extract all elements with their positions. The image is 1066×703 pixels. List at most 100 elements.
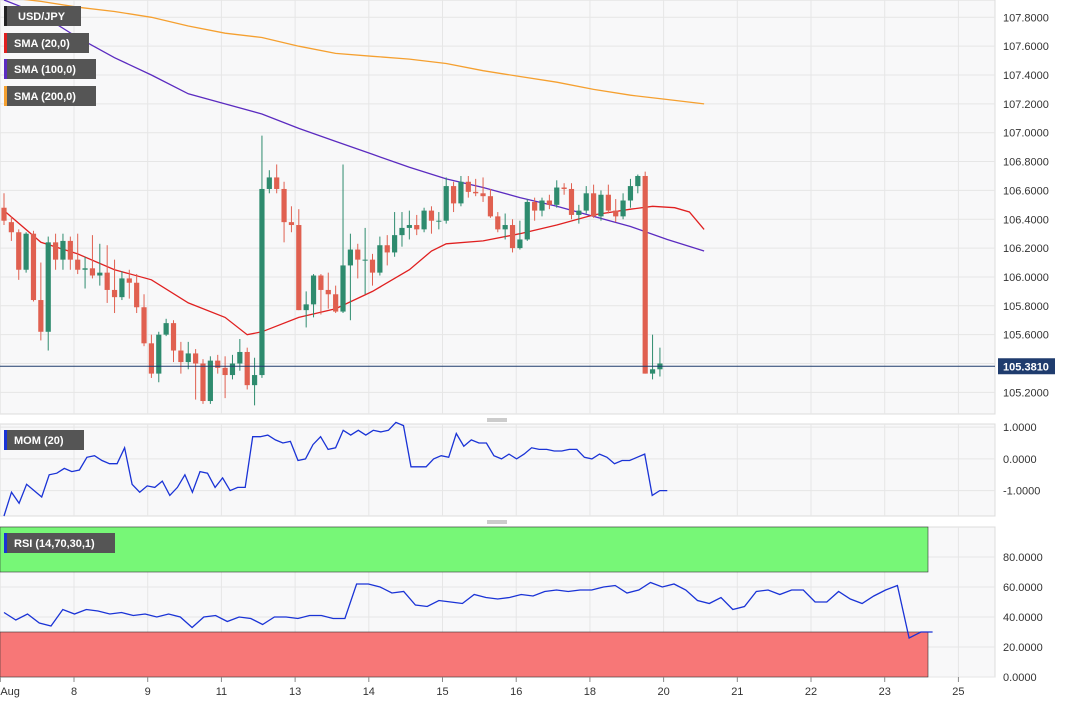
candle-body bbox=[148, 343, 154, 374]
legend-sma200[interactable]: SMA (200,0) bbox=[4, 86, 96, 106]
candle bbox=[318, 274, 324, 315]
candle-body bbox=[178, 350, 184, 363]
candle bbox=[325, 272, 331, 309]
candle-body bbox=[458, 181, 464, 204]
candle bbox=[436, 212, 442, 230]
mom-series bbox=[3, 421, 668, 517]
candle bbox=[340, 164, 346, 314]
candle-body bbox=[495, 216, 501, 230]
candle-body bbox=[215, 360, 221, 368]
candle bbox=[369, 253, 376, 286]
x-tick-label: 21 bbox=[731, 686, 743, 698]
legend-sma20-label: SMA (20,0) bbox=[14, 38, 70, 50]
legend-rsi[interactable]: RSI (14,70,30,1) bbox=[4, 533, 115, 553]
candle bbox=[532, 197, 538, 221]
price-tick-label: 107.4000 bbox=[1003, 70, 1049, 82]
candle-body bbox=[509, 225, 516, 249]
candle bbox=[274, 164, 280, 194]
x-tick-label: 13 bbox=[289, 686, 301, 698]
legend-mom[interactable]: MOM (20) bbox=[4, 430, 84, 450]
candle-body bbox=[318, 275, 324, 290]
candle-body bbox=[111, 289, 118, 298]
candle-body bbox=[414, 225, 420, 230]
candle bbox=[649, 334, 656, 380]
candle-body bbox=[296, 225, 302, 311]
candle bbox=[281, 181, 287, 243]
mom-tick-label: 1.0000 bbox=[1003, 422, 1037, 434]
candle bbox=[163, 318, 169, 337]
candle bbox=[546, 194, 552, 210]
moving-averages bbox=[3, 0, 705, 336]
price-tick-label: 106.4000 bbox=[1003, 214, 1049, 226]
pane-divider-handle[interactable] bbox=[487, 520, 507, 524]
candle bbox=[215, 354, 221, 374]
candle bbox=[620, 193, 626, 220]
candle bbox=[502, 213, 508, 240]
candle bbox=[517, 220, 523, 250]
pane-divider-handle[interactable] bbox=[487, 418, 507, 422]
candle bbox=[296, 209, 302, 311]
candle-body bbox=[207, 360, 213, 402]
candle bbox=[30, 230, 37, 302]
candle-body bbox=[16, 232, 22, 270]
candle-body bbox=[97, 272, 103, 276]
candle bbox=[443, 177, 449, 224]
candle-body bbox=[141, 307, 147, 344]
candle-body bbox=[156, 334, 162, 374]
mom-y-axis: 1.0000 0.0000 -1.0000 bbox=[1003, 422, 1040, 497]
candle bbox=[392, 212, 398, 257]
candle bbox=[75, 233, 81, 275]
candle bbox=[509, 219, 516, 253]
candle-body bbox=[377, 245, 383, 273]
candle bbox=[229, 354, 236, 380]
candle-body bbox=[30, 233, 37, 301]
candle bbox=[421, 207, 427, 233]
candle-body bbox=[487, 196, 494, 217]
candle-body bbox=[355, 249, 361, 260]
candlesticks bbox=[1, 135, 663, 406]
candle-body bbox=[200, 363, 206, 402]
rsi-y-axis: 80.0000 60.0000 40.0000 20.0000 0.0000 bbox=[1003, 552, 1043, 684]
legend-symbol[interactable]: USD/JPY bbox=[4, 6, 81, 26]
candle-body bbox=[546, 200, 552, 205]
candle bbox=[16, 229, 22, 280]
candle-body bbox=[635, 175, 641, 187]
candle-body bbox=[392, 235, 398, 253]
legend-sma100[interactable]: SMA (100,0) bbox=[4, 59, 96, 79]
candle bbox=[473, 178, 479, 197]
candle-body bbox=[613, 210, 619, 217]
candle bbox=[185, 341, 191, 370]
candle-body bbox=[266, 177, 272, 189]
candle bbox=[52, 233, 59, 270]
candle-body bbox=[163, 323, 169, 335]
candle-body bbox=[598, 194, 604, 217]
candle-body bbox=[310, 275, 317, 305]
candle-body bbox=[1, 207, 7, 221]
candle-body bbox=[237, 351, 243, 364]
candle bbox=[384, 235, 390, 266]
legend-sma20[interactable]: SMA (20,0) bbox=[4, 33, 89, 53]
candle-body bbox=[605, 194, 611, 211]
candle-body bbox=[347, 249, 353, 266]
candle-body bbox=[473, 191, 479, 194]
candle bbox=[38, 262, 44, 341]
candle-body bbox=[524, 201, 530, 240]
candle bbox=[8, 216, 14, 241]
price-pane-bg bbox=[0, 0, 996, 415]
candle bbox=[89, 235, 96, 279]
candle bbox=[355, 243, 361, 279]
candle bbox=[333, 285, 339, 314]
rsi-tick-label: 20.0000 bbox=[1003, 642, 1043, 654]
candle-body bbox=[325, 289, 331, 295]
x-tick-label: 16 bbox=[510, 686, 522, 698]
candle-body bbox=[421, 210, 427, 230]
candle bbox=[362, 227, 368, 295]
candle bbox=[288, 206, 295, 233]
candle-body bbox=[443, 186, 449, 221]
candle-body bbox=[568, 188, 575, 215]
mom-tick-label: -1.0000 bbox=[1003, 486, 1040, 498]
candle-body bbox=[193, 353, 199, 364]
x-tick-label: 15 bbox=[436, 686, 448, 698]
candle bbox=[23, 232, 29, 273]
candle bbox=[465, 175, 471, 198]
